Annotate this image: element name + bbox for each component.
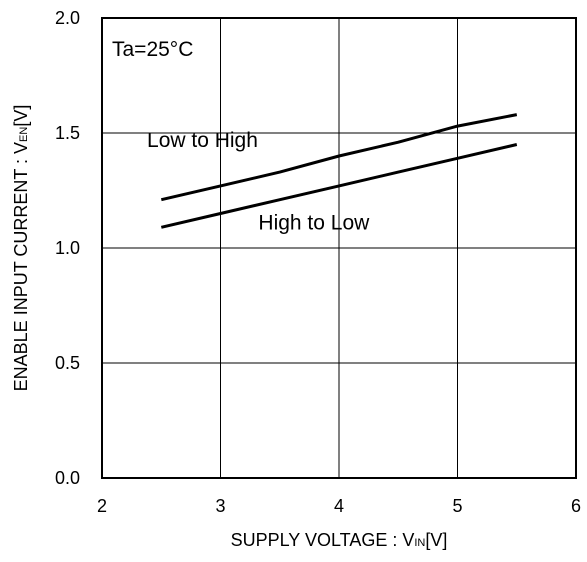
series-label-high-to-low: High to Low [258, 212, 370, 235]
y-tick-label-0.0: 0.0 [55, 468, 80, 488]
condition-label: Ta=25°C [112, 38, 193, 61]
y-tick-label-0.5: 0.5 [55, 353, 80, 373]
x-axis-title: SUPPLY VOLTAGE : VIN[V] [231, 530, 448, 550]
x-tick-label-2: 2 [97, 496, 107, 516]
y-tick-label-1.0: 1.0 [55, 238, 80, 258]
x-tick-label-3: 3 [215, 496, 225, 516]
y-axis-title-subscript: EN [18, 127, 30, 142]
x-tick-label-5: 5 [452, 496, 462, 516]
x-tick-label-6: 6 [571, 496, 581, 516]
x-axis-title-main: SUPPLY VOLTAGE : V [231, 530, 415, 550]
y-axis-title-main: ENABLE INPUT CURRENT : V [11, 142, 31, 391]
x-tick-labels: 2 3 4 5 6 [97, 496, 581, 516]
y-tick-label-2.0: 2.0 [55, 8, 80, 28]
x-tick-label-4: 4 [334, 496, 344, 516]
y-axis-title: ENABLE INPUT CURRENT : VEN[V] [11, 105, 31, 392]
grid [102, 18, 576, 478]
x-axis-title-subscript: IN [414, 537, 425, 549]
x-axis-title-unit: [V] [425, 530, 447, 550]
y-axis-title-unit: [V] [11, 105, 31, 127]
y-tick-labels: 0.0 0.5 1.0 1.5 2.0 [55, 8, 80, 488]
series-label-low-to-high: Low to High [147, 129, 258, 152]
y-tick-label-1.5: 1.5 [55, 123, 80, 143]
